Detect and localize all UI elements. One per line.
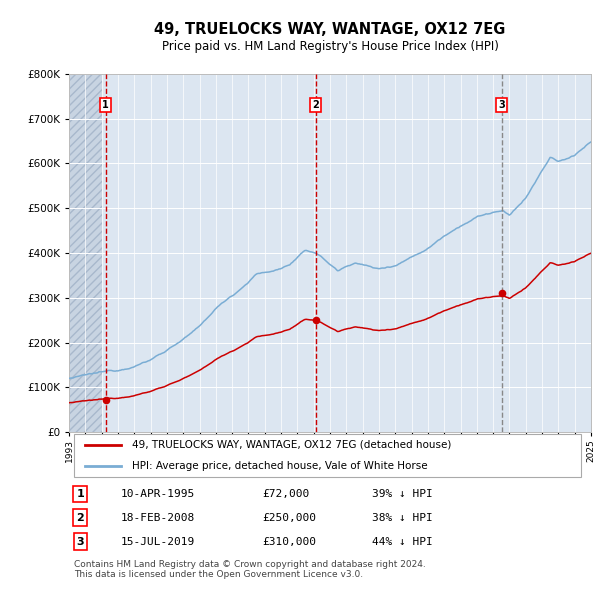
Text: 1: 1 (103, 100, 109, 110)
Text: HPI: Average price, detached house, Vale of White Horse: HPI: Average price, detached house, Vale… (131, 461, 427, 471)
Text: 2: 2 (77, 513, 85, 523)
Text: 3: 3 (499, 100, 505, 110)
Text: £72,000: £72,000 (262, 489, 310, 499)
Bar (69, 74, 101, 432)
Text: 1: 1 (77, 489, 85, 499)
Text: 44% ↓ HPI: 44% ↓ HPI (372, 536, 433, 546)
FancyBboxPatch shape (74, 434, 581, 477)
Text: 15-JUL-2019: 15-JUL-2019 (121, 536, 196, 546)
Text: 18-FEB-2008: 18-FEB-2008 (121, 513, 196, 523)
Text: 3: 3 (77, 536, 84, 546)
Text: 38% ↓ HPI: 38% ↓ HPI (372, 513, 433, 523)
Text: Price paid vs. HM Land Registry's House Price Index (HPI): Price paid vs. HM Land Registry's House … (161, 40, 499, 53)
Text: £250,000: £250,000 (262, 513, 316, 523)
Text: Contains HM Land Registry data © Crown copyright and database right 2024.
This d: Contains HM Land Registry data © Crown c… (74, 560, 426, 579)
Text: 2: 2 (312, 100, 319, 110)
Text: 49, TRUELOCKS WAY, WANTAGE, OX12 7EG (detached house): 49, TRUELOCKS WAY, WANTAGE, OX12 7EG (de… (131, 440, 451, 450)
Text: £310,000: £310,000 (262, 536, 316, 546)
Text: 10-APR-1995: 10-APR-1995 (121, 489, 196, 499)
Text: 39% ↓ HPI: 39% ↓ HPI (372, 489, 433, 499)
Text: 49, TRUELOCKS WAY, WANTAGE, OX12 7EG: 49, TRUELOCKS WAY, WANTAGE, OX12 7EG (154, 22, 506, 37)
